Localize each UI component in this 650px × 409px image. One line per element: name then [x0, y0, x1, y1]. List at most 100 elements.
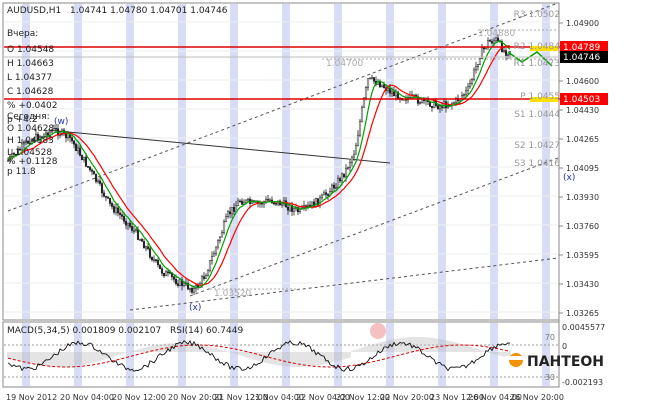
session-band	[542, 323, 550, 386]
price-axis-label: 1.03430	[566, 280, 599, 289]
candle-body	[330, 184, 334, 192]
price-axis-label: 1.03265	[566, 309, 599, 318]
candle-body	[470, 79, 474, 84]
candle-body	[464, 89, 468, 95]
candle-body	[202, 276, 206, 279]
candle-body	[444, 101, 448, 109]
candle-body	[322, 192, 326, 196]
mid-line-label: 1.04700	[326, 59, 363, 69]
candle-body	[136, 229, 140, 240]
candle-body	[370, 77, 374, 79]
time-axis-label: 23 Nov 12:00	[430, 393, 484, 402]
candle-body	[162, 273, 166, 277]
candle-body	[378, 81, 382, 88]
candle-body	[50, 130, 54, 133]
candle-body	[236, 200, 240, 206]
candle-body	[292, 208, 296, 212]
rsi-30-label: 30	[545, 373, 555, 382]
session-band	[490, 4, 498, 319]
candle-body	[144, 246, 148, 249]
candle-body	[436, 105, 440, 110]
session-band	[282, 4, 290, 319]
candle-body	[54, 128, 58, 130]
candle-body	[40, 136, 44, 138]
time-axis-label: 22 Nov 04:00	[296, 393, 350, 402]
candle-body	[372, 77, 376, 82]
session-band	[386, 323, 394, 386]
price-axis-label: 1.03595	[566, 251, 599, 260]
candle-body	[306, 204, 310, 207]
candle-body	[154, 259, 158, 261]
candle-body	[166, 271, 170, 274]
yesterday-close: C 1.04628	[7, 87, 54, 97]
symbol-label: AUDUSD,H1	[7, 6, 61, 16]
candle-body	[496, 37, 500, 41]
price-tag-text: 1.04789	[563, 43, 600, 53]
macd-rsi-panel	[4, 323, 558, 378]
candle-body	[226, 211, 230, 217]
candle-body	[452, 102, 456, 105]
candle-body	[308, 204, 312, 207]
candle-body	[238, 200, 242, 203]
candle-body	[180, 279, 184, 286]
candle-body	[20, 143, 24, 151]
session-bands	[22, 4, 550, 386]
candle-body	[228, 211, 232, 215]
rsi-line	[7, 339, 511, 372]
today-title-visible: Сегодня:	[7, 112, 50, 122]
osc-axis-zero: 0	[562, 342, 567, 351]
candle-body	[218, 236, 222, 241]
price-tag-red-bottom	[560, 93, 608, 105]
resistance-zone	[530, 46, 558, 51]
brand-name: ПАНТЕОН	[527, 354, 604, 370]
candle-body	[138, 239, 142, 241]
yesterday-title: Вчера:	[7, 29, 38, 39]
grid	[4, 21, 558, 313]
r1-label: R1 1.0473	[514, 59, 560, 69]
candle-body	[338, 178, 342, 182]
candle-body	[324, 192, 328, 195]
candle-body	[362, 97, 366, 108]
candle-body	[152, 259, 156, 261]
candle-body	[146, 246, 150, 249]
today-low: L 1.04528	[7, 148, 52, 158]
candle-body	[98, 180, 102, 184]
price-tag-text: 1.04503	[563, 95, 600, 105]
rsi-label: RSI(14) 60.7449	[170, 326, 243, 336]
candle-body	[78, 147, 82, 156]
candle-body	[386, 88, 390, 91]
session-band	[230, 323, 238, 386]
candle-body	[126, 222, 130, 226]
candle-body	[244, 199, 248, 204]
ohlc-readout: 1.04741 1.04780 1.04701 1.04746	[70, 6, 228, 16]
candle-body	[134, 229, 138, 231]
session-band	[126, 4, 134, 319]
candle-body	[344, 168, 348, 178]
candle-body	[156, 260, 160, 266]
candle-body	[174, 279, 178, 285]
session-band	[74, 4, 82, 319]
r3-label: R3 1.0502	[514, 10, 560, 20]
candle-body	[290, 204, 294, 212]
candle-body	[418, 102, 422, 105]
candle-body	[364, 87, 368, 99]
candle-body	[268, 199, 272, 202]
rsi-overbought-marker	[370, 323, 386, 339]
candle-body	[160, 268, 164, 274]
candle-body	[74, 143, 78, 152]
session-band	[438, 323, 446, 386]
candle-body	[22, 142, 26, 145]
time-axis-label: 21 Nov 04:00	[250, 393, 304, 402]
candle-body	[220, 232, 224, 238]
candle-body	[18, 148, 22, 151]
candle-body	[86, 165, 90, 168]
resistance-line	[47, 129, 391, 164]
candle-body	[504, 50, 508, 56]
price-axis-label: 1.04265	[566, 135, 599, 144]
candle-body	[318, 197, 322, 206]
candle-body	[382, 84, 386, 88]
osc-axis-top: 0.0045577	[562, 323, 605, 332]
s1-label: S1 1.0444	[514, 110, 560, 120]
